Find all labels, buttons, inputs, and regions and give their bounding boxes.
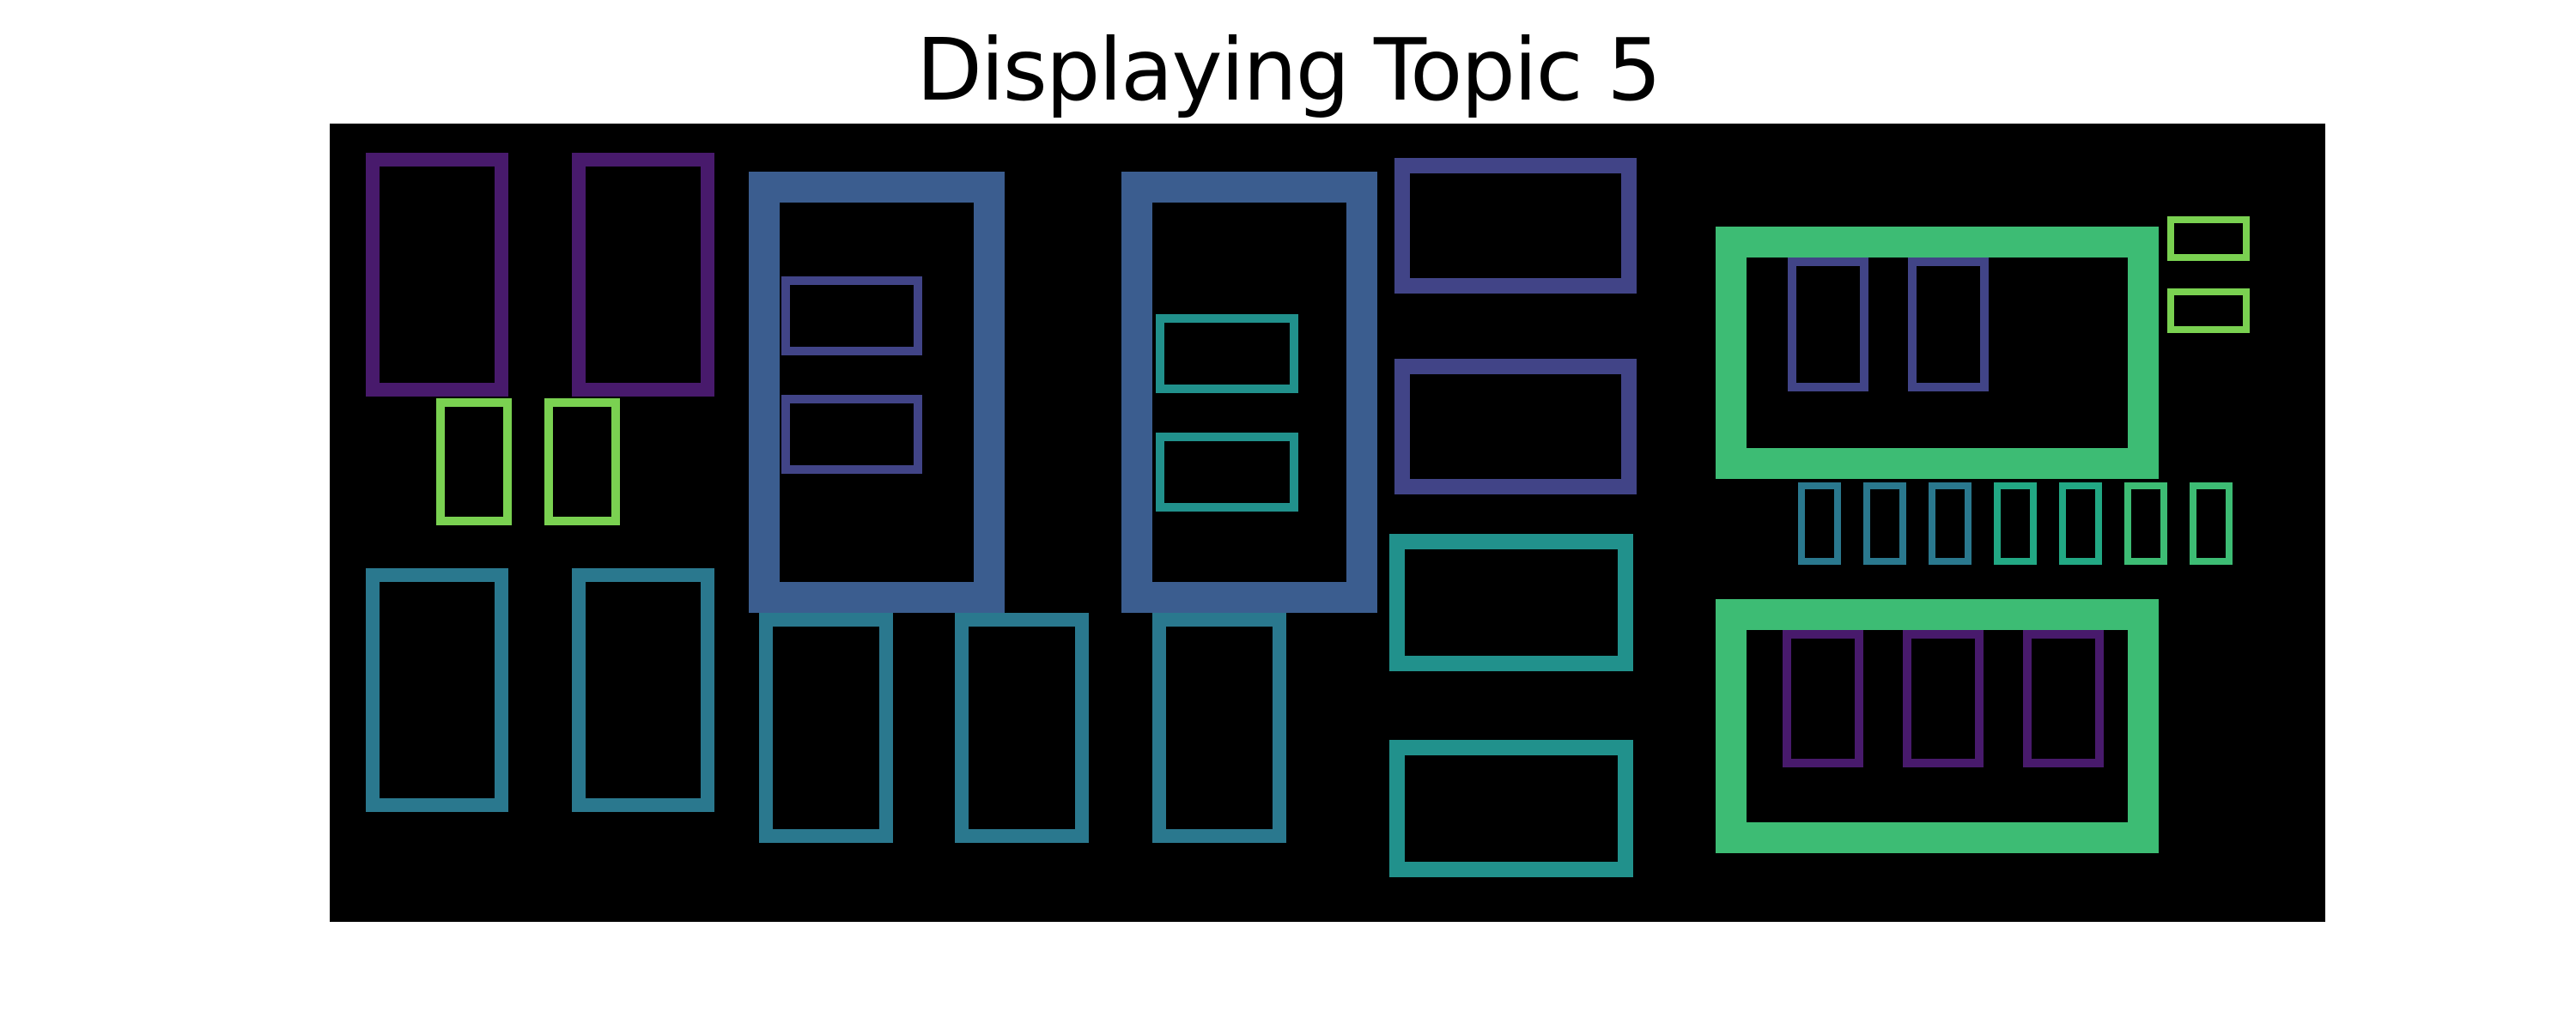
word-glyph-box xyxy=(1929,482,1971,565)
word-glyph-box xyxy=(1783,630,1863,767)
word-glyph-box xyxy=(1389,740,1633,877)
word-glyph-box xyxy=(2167,216,2250,261)
word-glyph-box xyxy=(1903,630,1984,767)
word-glyph-box xyxy=(2059,482,2102,565)
word-glyph-box xyxy=(2023,630,2104,767)
word-glyph-box xyxy=(781,395,922,474)
word-glyph-box xyxy=(759,613,893,843)
word-glyph-box xyxy=(1156,314,1298,393)
word-glyph-box xyxy=(1394,158,1637,294)
word-glyph-box xyxy=(1863,482,1906,565)
word-glyph-box xyxy=(1152,613,1286,843)
word-glyph-box xyxy=(436,398,512,525)
word-glyph-box xyxy=(1121,172,1377,613)
word-cloud-canvas xyxy=(330,124,2325,922)
figure-title: Displaying Topic 5 xyxy=(916,20,1662,120)
word-glyph-box xyxy=(572,153,714,397)
word-glyph-box xyxy=(1156,433,1298,512)
word-glyph-box xyxy=(366,568,508,812)
word-glyph-box xyxy=(1394,359,1637,494)
word-glyph-box xyxy=(1716,599,2159,853)
word-glyph-box xyxy=(1798,482,1841,565)
word-glyph-box xyxy=(572,568,714,812)
word-glyph-box xyxy=(1908,258,1989,391)
word-glyph-box xyxy=(955,613,1089,843)
word-cloud xyxy=(330,124,2325,922)
word-glyph-box xyxy=(2124,482,2167,565)
word-glyph-box xyxy=(1716,227,2159,479)
word-glyph-box xyxy=(1994,482,2037,565)
word-glyph-box xyxy=(781,276,922,355)
word-glyph-box xyxy=(2167,288,2250,333)
word-glyph-box xyxy=(2190,482,2233,565)
word-glyph-box xyxy=(544,398,620,525)
word-glyph-box xyxy=(366,153,508,397)
word-glyph-box xyxy=(1389,534,1633,671)
word-glyph-box xyxy=(749,172,1005,613)
word-glyph-box xyxy=(1788,258,1868,391)
